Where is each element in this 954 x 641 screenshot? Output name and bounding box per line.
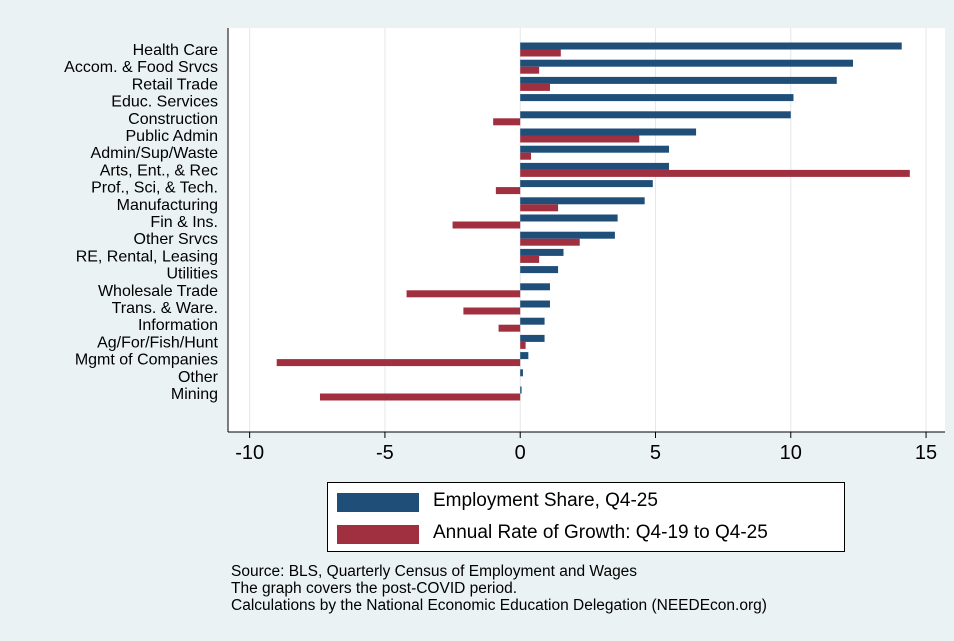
bar-employment-share	[520, 334, 545, 342]
bar-employment-share	[520, 180, 653, 188]
bar-growth-rate	[452, 221, 521, 229]
source-line: Calculations by the National Economic Ed…	[231, 597, 767, 614]
bar-growth-rate	[520, 66, 540, 74]
bar-employment-share	[520, 145, 670, 153]
category-label: Information	[138, 317, 218, 334]
source-line: Source: BLS, Quarterly Census of Employm…	[231, 563, 638, 580]
category-label: Mining	[171, 386, 218, 403]
bar-growth-rate	[498, 324, 521, 332]
bar-growth-rate	[520, 152, 532, 160]
bar-growth-rate	[406, 290, 521, 298]
bar-employment-share	[520, 266, 559, 274]
x-tick-label: 10	[780, 442, 802, 464]
bar-employment-share	[520, 283, 550, 291]
category-label: Wholesale Trade	[98, 283, 218, 300]
bar-employment-share	[520, 369, 523, 377]
bar-growth-rate	[520, 204, 559, 212]
category-label: Utilities	[166, 266, 218, 283]
bar-growth-rate	[520, 255, 540, 263]
legend-label-employment-share: Employment Share, Q4-25	[433, 490, 658, 511]
category-label: Accom. & Food Srvcs	[64, 59, 218, 76]
x-tick-label: 0	[515, 442, 526, 464]
bar-employment-share	[520, 162, 670, 170]
source-note: Source: BLS, Quarterly Census of Employm…	[231, 563, 767, 614]
bar-employment-share	[520, 42, 902, 50]
bar-growth-rate	[319, 393, 521, 401]
category-label: Manufacturing	[117, 197, 218, 214]
x-tick-label: -10	[235, 442, 264, 464]
legend: Employment Share, Q4-25 Annual Rate of G…	[327, 482, 845, 552]
bar-growth-rate	[493, 118, 521, 126]
legend-swatch-growth-rate	[337, 525, 419, 544]
category-label: Admin/Sup/Waste	[91, 145, 219, 162]
x-tick-label: -5	[376, 442, 394, 464]
bar-employment-share	[520, 300, 550, 308]
bar-employment-share	[520, 59, 854, 67]
category-label: Other	[178, 369, 219, 386]
bar-employment-share	[520, 94, 794, 102]
category-label: Construction	[128, 111, 218, 128]
category-label: RE, Rental, Leasing	[76, 248, 218, 265]
legend-item-employment-share: Employment Share, Q4-25	[328, 487, 844, 517]
category-label: Ag/For/Fish/Hunt	[97, 334, 218, 351]
category-label: Retail Trade	[132, 76, 218, 93]
bar-growth-rate	[520, 238, 580, 246]
bar-growth-rate	[495, 187, 521, 195]
bar-employment-share	[520, 197, 645, 205]
bar-employment-share	[520, 76, 837, 84]
bar-growth-rate	[520, 83, 550, 91]
bar-growth-rate	[520, 169, 910, 177]
bar-growth-rate	[520, 341, 526, 349]
bar-employment-share	[520, 111, 791, 119]
category-label: Public Admin	[126, 128, 219, 145]
bar-employment-share	[520, 214, 618, 222]
bar-employment-share	[520, 386, 522, 394]
category-label: Mgmt of Companies	[75, 352, 218, 369]
bar-employment-share	[520, 352, 529, 360]
source-line: The graph covers the post-COVID period.	[231, 580, 518, 597]
bar-employment-share	[520, 231, 615, 239]
category-label: Prof., Sci, & Tech.	[91, 180, 218, 197]
category-label: Trans. & Ware.	[112, 300, 218, 317]
bar-growth-rate	[276, 359, 521, 367]
category-label: Educ. Services	[111, 94, 218, 111]
category-label: Health Care	[133, 42, 218, 59]
x-tick-label: 15	[915, 442, 937, 464]
bar-growth-rate	[520, 135, 640, 143]
category-label: Arts, Ent., & Rec	[100, 162, 218, 179]
x-tick-label: 5	[650, 442, 661, 464]
legend-swatch-employment-share	[337, 493, 419, 512]
bar-employment-share	[520, 128, 697, 136]
bar-employment-share	[520, 248, 564, 256]
category-label: Fin & Ins.	[150, 214, 218, 231]
bar-employment-share	[520, 317, 545, 325]
legend-item-growth-rate: Annual Rate of Growth: Q4-19 to Q4-25	[328, 519, 844, 549]
plot-area	[228, 28, 945, 432]
legend-label-growth-rate: Annual Rate of Growth: Q4-19 to Q4-25	[433, 522, 768, 543]
bar-growth-rate	[463, 307, 521, 315]
category-label: Other Srvcs	[134, 231, 218, 248]
bar-growth-rate	[520, 49, 561, 57]
